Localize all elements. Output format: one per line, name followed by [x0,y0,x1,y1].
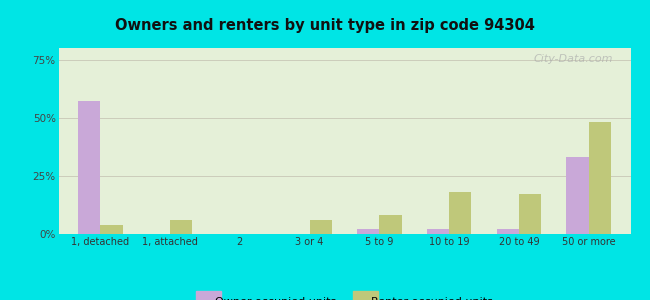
Bar [100,225,123,234]
Bar [589,122,611,234]
Bar [170,220,192,234]
Bar [380,215,402,234]
Text: City-Data.com: City-Data.com [534,54,614,64]
Legend: Owner occupied units, Renter occupied units: Owner occupied units, Renter occupied un… [191,292,498,300]
Bar [357,229,380,234]
Bar [78,101,100,234]
Bar [309,220,332,234]
Bar [497,229,519,234]
Text: Owners and renters by unit type in zip code 94304: Owners and renters by unit type in zip c… [115,18,535,33]
Bar [427,229,449,234]
Bar [519,194,541,234]
Bar [449,192,471,234]
Bar [566,157,589,234]
